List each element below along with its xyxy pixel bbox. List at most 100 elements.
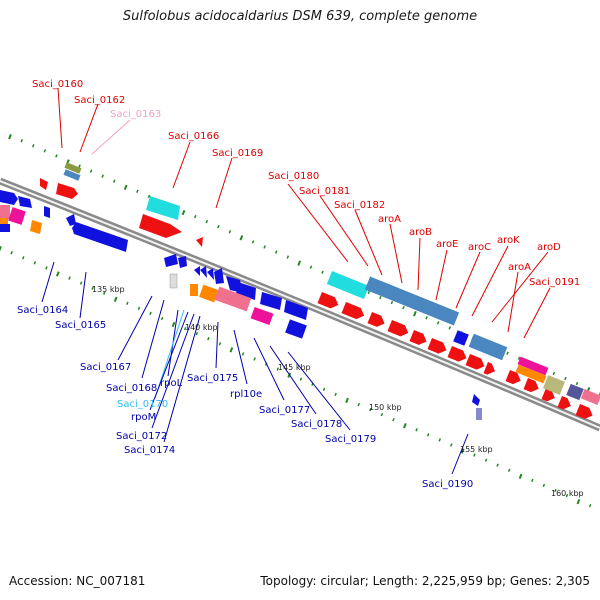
gene-label[interactable]: Saci_0164 [17, 305, 68, 316]
gene-feature[interactable] [169, 273, 178, 289]
gene-label[interactable]: aroA [378, 214, 401, 225]
gene-feature[interactable] [0, 218, 8, 224]
tick-dot [403, 423, 407, 429]
gene-label[interactable]: rpoM [131, 412, 156, 423]
gene-feature[interactable] [44, 206, 50, 218]
gene-label[interactable]: Saci_0190 [422, 479, 473, 490]
gene-feature[interactable] [63, 169, 81, 181]
gene-label[interactable]: Saci_0191 [529, 277, 580, 288]
gene-label[interactable]: Saci_0182 [334, 200, 385, 211]
tick-dot [518, 473, 523, 480]
gene-feature[interactable] [543, 375, 565, 395]
tick-dot [45, 266, 48, 270]
gene-label[interactable]: Saci_0180 [268, 171, 319, 182]
gene-feature[interactable] [0, 224, 10, 232]
gene-feature[interactable] [64, 162, 82, 174]
tick-label: 145 kbp [278, 363, 311, 372]
gene-feature[interactable] [196, 237, 203, 247]
gene-feature[interactable] [146, 196, 180, 220]
gene-label[interactable]: aroE [436, 239, 458, 250]
gene-feature[interactable] [194, 266, 200, 276]
gene-label[interactable]: Saci_0163 [110, 109, 161, 120]
gene-label[interactable]: aroK [497, 235, 520, 246]
gene-feature[interactable] [214, 268, 224, 284]
gene-feature[interactable] [66, 214, 76, 226]
gene-feature[interactable] [505, 370, 523, 386]
gene-feature[interactable] [483, 362, 498, 377]
gene-feature[interactable] [447, 346, 469, 364]
gene-feature[interactable] [30, 220, 42, 234]
gene-feature[interactable] [0, 190, 18, 205]
gene-label[interactable]: Saci_0162 [74, 95, 125, 106]
gene-label[interactable]: aroD [537, 242, 561, 253]
gene-feature[interactable] [465, 354, 487, 372]
tick-marks [0, 134, 600, 508]
gene-feature[interactable] [40, 178, 48, 190]
gene-label[interactable]: Saci_0160 [32, 79, 83, 90]
gene-label[interactable]: Saci_0172 [116, 431, 167, 442]
gene-feature[interactable] [214, 286, 252, 312]
gene-feature[interactable] [284, 300, 308, 320]
gene-label[interactable]: Saci_0174 [124, 445, 175, 456]
tick-dot [171, 321, 176, 328]
tick-dot [448, 326, 451, 330]
tick-dot [357, 402, 361, 407]
gene-feature[interactable] [575, 404, 595, 421]
gene-feature[interactable] [566, 383, 584, 401]
gene-label[interactable]: Saci_0181 [299, 186, 350, 197]
gene-feature[interactable] [178, 256, 187, 268]
gene-feature[interactable] [364, 276, 460, 326]
gene-feature[interactable] [250, 306, 274, 326]
gene-feature[interactable] [72, 222, 128, 252]
gene-feature[interactable] [200, 266, 207, 278]
gene-feature[interactable] [18, 196, 32, 208]
gene-feature[interactable] [199, 284, 219, 303]
gene-feature[interactable] [557, 396, 574, 412]
tick-dot [413, 311, 417, 317]
gene-feature[interactable] [409, 330, 429, 347]
gene-feature[interactable] [427, 338, 449, 356]
gene-label[interactable]: Saci_0169 [212, 148, 263, 159]
gene-feature[interactable] [523, 378, 541, 394]
gene-label[interactable]: Saci_0165 [55, 320, 106, 331]
gene-label[interactable]: Saci_0168 [106, 383, 157, 394]
gene-feature[interactable] [260, 292, 282, 310]
gene-label[interactable]: Saci_0177 [259, 405, 310, 416]
gene-label[interactable]: Saci_0175 [187, 373, 238, 384]
gene-label[interactable]: rpoL [160, 378, 183, 389]
gene-feature[interactable] [139, 214, 182, 238]
gene-feature[interactable] [468, 333, 508, 361]
gene-feature[interactable] [367, 312, 387, 329]
gene-label[interactable]: aroC [468, 242, 491, 253]
gene-feature[interactable] [317, 292, 341, 311]
gene-feature[interactable] [0, 205, 10, 219]
gene-feature[interactable] [517, 356, 549, 376]
gene-feature[interactable] [8, 207, 26, 225]
gene-feature[interactable] [207, 268, 214, 280]
gene-label[interactable]: rpl10e [230, 389, 262, 400]
gene-feature[interactable] [56, 183, 78, 199]
gene-feature[interactable] [190, 284, 198, 296]
gene-feature[interactable] [476, 408, 482, 420]
gene-feature[interactable] [453, 330, 469, 346]
tick-dot [123, 184, 128, 190]
gene-feature[interactable] [285, 319, 307, 339]
gene-feature[interactable] [341, 302, 367, 321]
gene-feature[interactable] [580, 388, 600, 406]
gene-feature[interactable] [515, 364, 547, 384]
gene-label[interactable]: aroB [409, 227, 432, 238]
gene-label[interactable]: Saci_0179 [325, 434, 376, 445]
gene-label[interactable]: aroA [508, 262, 531, 273]
tick-dot [147, 194, 151, 199]
tick-dot [207, 337, 210, 341]
gene-feature[interactable] [164, 254, 178, 267]
gene-feature[interactable] [326, 271, 370, 299]
gene-feature[interactable] [387, 320, 411, 339]
gene-label[interactable]: Saci_0166 [168, 131, 219, 142]
gene-feature[interactable] [472, 394, 480, 406]
tick-dot [217, 225, 220, 229]
gene-label[interactable]: Saci_0170 [117, 399, 168, 410]
gene-label[interactable]: Saci_0178 [291, 419, 342, 430]
gene-label[interactable]: Saci_0167 [80, 362, 131, 373]
